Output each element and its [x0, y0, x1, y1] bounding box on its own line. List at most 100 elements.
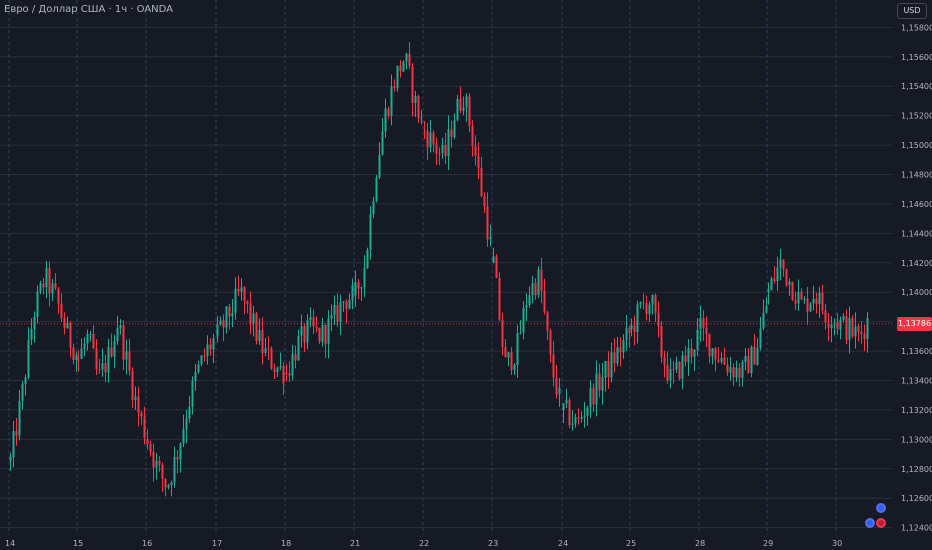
candle-body: [197, 364, 200, 372]
symbol-title: Евро / Доллар США · 1ч · OANDA: [4, 4, 174, 15]
candle-body: [113, 341, 116, 357]
candle-body: [390, 86, 393, 116]
candle-body: [216, 324, 219, 337]
candle-body: [125, 351, 128, 360]
candle-body: [516, 333, 519, 366]
candle-body: [134, 396, 137, 400]
price-tick-label: 1,12800: [901, 465, 932, 474]
candle-body: [483, 195, 486, 207]
candle-body: [762, 312, 765, 329]
candle-body: [785, 269, 788, 286]
session-separators: [8, 0, 837, 535]
candle-body: [12, 431, 15, 458]
candle-body: [72, 347, 75, 361]
flag-event-icon[interactable]: [876, 518, 886, 528]
candle-body: [225, 306, 228, 328]
last-price-label: 1,13786: [897, 316, 932, 331]
candle-body: [176, 456, 179, 460]
candle-body: [101, 363, 104, 370]
candle-body: [540, 269, 543, 292]
candle-body: [537, 269, 540, 296]
currency-button[interactable]: USD: [897, 3, 927, 19]
date-tick-label: 30: [832, 539, 842, 548]
candle-body: [360, 287, 363, 289]
candle-body: [770, 278, 773, 290]
candle-body: [158, 460, 161, 465]
price-tick-label: 1,15000: [901, 141, 932, 150]
candle-body: [723, 358, 726, 365]
candle-body: [54, 283, 57, 289]
candle-body: [95, 348, 98, 370]
candle-body: [809, 303, 812, 312]
candle-body: [432, 132, 435, 145]
candle-body: [140, 412, 143, 417]
time-axis[interactable]: 14 15 16 17 18 21 22 23 24 25 28 29 30: [5, 539, 842, 548]
candle-body: [194, 371, 197, 381]
candle-body: [294, 354, 297, 361]
economic-event-icon[interactable]: [876, 503, 886, 513]
candle-body: [546, 312, 549, 331]
candle-body: [613, 352, 616, 364]
candle-body: [492, 256, 495, 263]
candle-body: [321, 325, 324, 342]
candle-body: [167, 485, 170, 488]
candle-body: [616, 347, 619, 364]
candle-body: [818, 292, 821, 305]
candle-body: [57, 288, 60, 304]
candle-body: [675, 362, 678, 370]
candle-body: [628, 328, 631, 334]
candle-body: [684, 355, 687, 363]
candle-body: [522, 307, 525, 333]
candle-body: [571, 423, 574, 426]
candle-body: [249, 303, 252, 324]
candle-body: [750, 346, 753, 374]
price-tick-label: 1,14400: [901, 229, 932, 238]
candle-body: [36, 291, 39, 317]
candle-body: [384, 108, 387, 132]
price-tick-label: 1,15400: [901, 82, 932, 91]
candle-body: [92, 333, 95, 349]
candle-body: [474, 146, 477, 156]
candle-body: [702, 318, 705, 328]
candle-body: [827, 322, 830, 328]
candle-body: [399, 65, 402, 72]
candle-body: [577, 417, 580, 419]
candle-body: [779, 259, 782, 268]
candle-body: [375, 177, 378, 201]
candle-body: [285, 373, 288, 375]
candle-body: [378, 154, 381, 178]
candle-body: [243, 287, 246, 301]
candle-body: [468, 96, 471, 126]
candle-body: [477, 155, 480, 168]
candle-body: [98, 369, 101, 371]
candle-body: [595, 373, 598, 405]
candle-body: [267, 348, 270, 350]
candle-body: [741, 362, 744, 378]
candle-body: [651, 295, 654, 305]
candle-body: [297, 335, 300, 361]
price-tick-label: 1,12600: [901, 494, 932, 503]
candle-body: [206, 344, 209, 357]
candle-body: [812, 298, 815, 304]
candle-body: [501, 319, 504, 347]
candle-body: [660, 326, 663, 358]
candle-body: [237, 288, 240, 292]
price-axis[interactable]: 1,15800 1,15600 1,15400 1,15200 1,15000 1,148…: [901, 23, 932, 532]
candle-body: [504, 346, 507, 358]
candle-body: [261, 330, 264, 354]
candle-body: [423, 130, 426, 132]
candle-body: [860, 331, 863, 334]
candle-body: [462, 107, 465, 111]
candle-body: [830, 324, 833, 328]
candle-body: [15, 431, 18, 436]
candle-body: [711, 348, 714, 357]
candle-body: [498, 277, 501, 320]
candle-body: [489, 236, 492, 240]
candle-body: [357, 282, 360, 289]
candle-body: [636, 304, 639, 332]
economic-event-icon[interactable]: [865, 518, 875, 528]
candle-body: [282, 365, 285, 384]
candle-body: [417, 95, 420, 118]
